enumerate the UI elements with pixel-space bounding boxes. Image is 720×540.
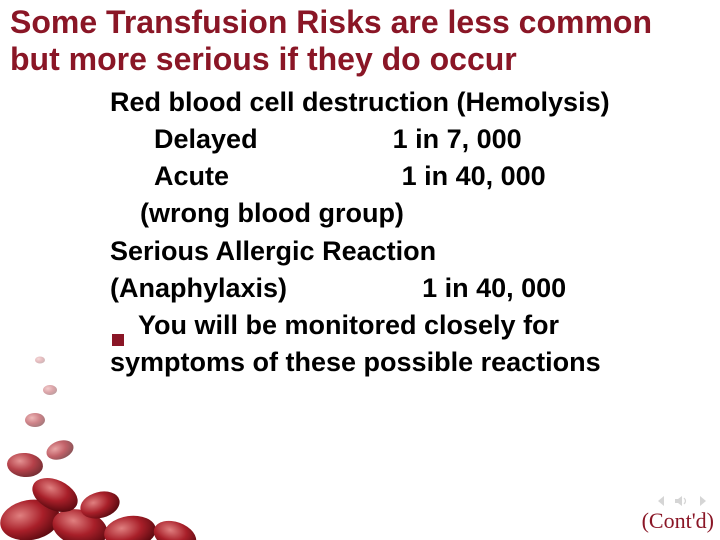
risk-label: (Anaphylaxis) <box>110 273 287 303</box>
risk-label: Delayed <box>154 124 258 154</box>
continued-label: (Cont'd) <box>642 508 714 534</box>
risk-row-acute: Acute 1 in 40, 000 <box>110 158 710 195</box>
slide: Some Transfusion Risks are less common b… <box>0 0 720 540</box>
risk-row-delayed: Delayed 1 in 7, 000 <box>110 121 710 158</box>
next-slide-button[interactable] <box>694 494 710 508</box>
allergic-heading: Serious Allergic Reaction <box>110 233 710 270</box>
risk-value: 1 in 40, 000 <box>402 161 546 191</box>
risk-spacer <box>287 273 422 303</box>
monitoring-line-2: symptoms of these possible reactions <box>110 344 710 381</box>
chevron-right-icon <box>696 495 708 507</box>
risk-label: Acute <box>154 161 229 191</box>
audio-button[interactable] <box>674 494 690 508</box>
note-wrong-blood-group: (wrong blood group) <box>110 195 710 232</box>
prev-slide-button[interactable] <box>654 494 670 508</box>
slide-controls <box>654 494 710 508</box>
hemolysis-heading: Red blood cell destruction (Hemolysis) <box>110 84 710 121</box>
risk-row-anaphylaxis: (Anaphylaxis) 1 in 40, 000 <box>110 270 710 307</box>
slide-body: Red blood cell destruction (Hemolysis) D… <box>10 84 710 382</box>
speaker-icon <box>675 495 689 507</box>
monitoring-bullet-row: You will be monitored closely for <box>110 307 710 344</box>
bullet-text: You will be monitored closely for <box>138 307 559 344</box>
risk-spacer <box>258 124 393 154</box>
chevron-left-icon <box>656 495 668 507</box>
bullet-icon <box>112 319 124 331</box>
slide-title: Some Transfusion Risks are less common b… <box>10 4 710 78</box>
risk-value: 1 in 7, 000 <box>393 124 522 154</box>
risk-spacer <box>229 161 402 191</box>
risk-value: 1 in 40, 000 <box>422 273 566 303</box>
